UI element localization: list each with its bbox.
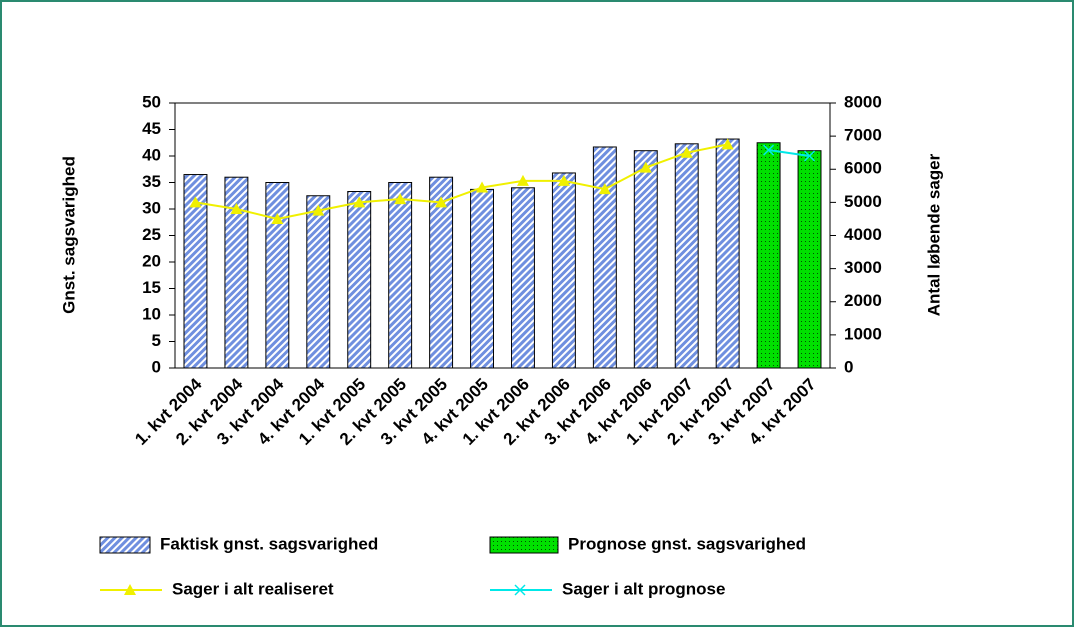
legend-label: Sager i alt prognose xyxy=(562,579,725,598)
y-tick-label: 5 xyxy=(152,331,161,350)
y-tick-label: 15 xyxy=(142,278,161,297)
y-tick-label: 50 xyxy=(142,92,161,111)
y2-axis-title: Antal løbende sager xyxy=(924,153,943,316)
marker xyxy=(639,161,652,173)
y2-tick-label: 4000 xyxy=(844,225,882,244)
y-tick-label: 20 xyxy=(142,251,161,270)
y-tick-label: 10 xyxy=(142,304,161,323)
line xyxy=(195,143,728,220)
bar xyxy=(306,195,331,369)
plot-area xyxy=(174,102,831,369)
y2-tick-label: 5000 xyxy=(844,192,882,211)
y-tick-label: 45 xyxy=(142,119,161,138)
legend-label: Sager i alt realiseret xyxy=(172,579,334,598)
marker xyxy=(271,212,284,224)
legend-label: Faktisk gnst. sagsvarighed xyxy=(160,534,378,553)
y2-tick-label: 7000 xyxy=(844,126,882,145)
marker xyxy=(516,174,529,186)
y-tick-label: 40 xyxy=(142,145,161,164)
bar xyxy=(633,150,658,369)
marker xyxy=(804,150,816,162)
bar xyxy=(551,172,576,369)
legend-swatch xyxy=(99,536,151,554)
legend-label: Prognose gnst. sagsvarighed xyxy=(568,534,806,553)
bar xyxy=(388,182,413,369)
y-tick-label: 35 xyxy=(142,172,161,191)
bar xyxy=(715,138,740,369)
bar xyxy=(756,142,781,369)
y-axis-title: Gnst. sagsvarighed xyxy=(59,156,78,314)
marker xyxy=(476,181,489,193)
bar xyxy=(511,187,535,369)
y-tick-label: 30 xyxy=(142,198,161,217)
y2-tick-label: 3000 xyxy=(844,258,882,277)
marker xyxy=(763,144,775,156)
marker xyxy=(598,183,611,195)
y2-tick-label: 1000 xyxy=(844,324,882,343)
y2-tick-label: 6000 xyxy=(844,159,882,178)
line xyxy=(768,149,810,157)
marker xyxy=(680,146,693,158)
marker xyxy=(394,193,407,205)
y2-tick-label: 0 xyxy=(844,357,853,376)
marker xyxy=(721,138,734,150)
bar xyxy=(265,182,290,369)
marker xyxy=(124,584,136,595)
marker xyxy=(514,584,526,596)
bar xyxy=(797,150,822,369)
legend-swatch xyxy=(489,536,559,554)
y2-tick-label: 2000 xyxy=(844,291,882,310)
marker xyxy=(435,196,448,208)
marker xyxy=(557,174,570,186)
y2-tick-label: 8000 xyxy=(844,92,882,111)
bar xyxy=(592,146,617,369)
marker xyxy=(353,196,366,208)
y-tick-label: 0 xyxy=(152,357,161,376)
marker xyxy=(189,196,202,208)
bar xyxy=(674,143,699,369)
marker xyxy=(230,203,243,214)
y-tick-label: 25 xyxy=(142,225,161,244)
marker xyxy=(312,204,325,216)
bar xyxy=(470,188,494,369)
bar xyxy=(347,191,372,369)
